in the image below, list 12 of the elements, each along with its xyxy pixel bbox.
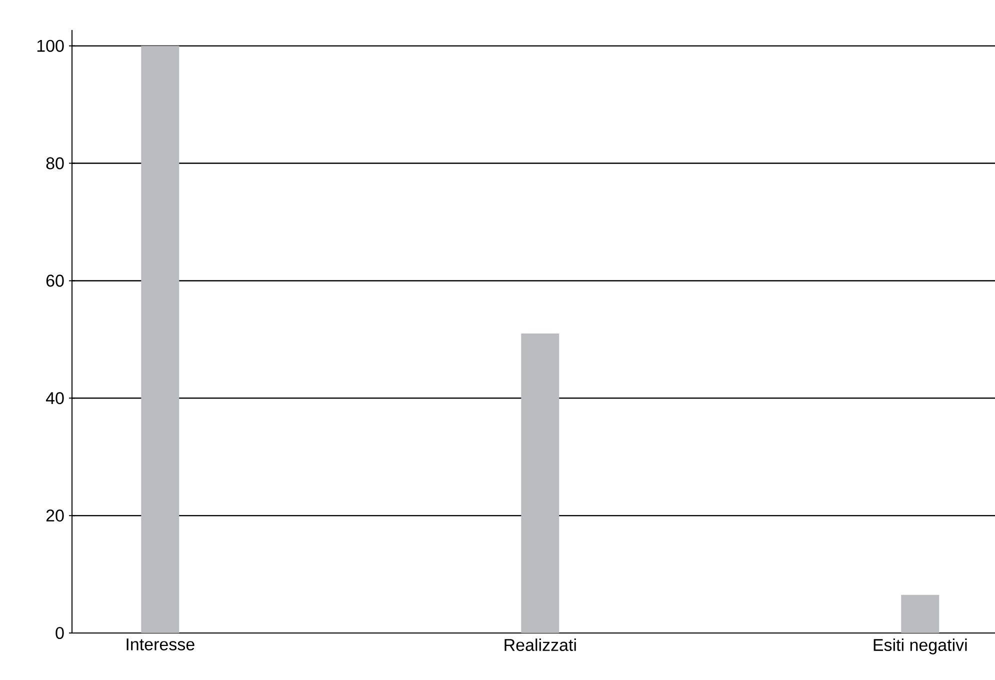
y-tick-label: 20	[46, 510, 64, 522]
bar	[521, 334, 560, 633]
x-tick-label: Esiti negativi	[874, 638, 967, 654]
y-tick-label: 100	[37, 40, 64, 52]
bar	[901, 594, 940, 633]
y-tick-label: 80	[46, 157, 64, 170]
y-tick-label: 40	[46, 392, 64, 404]
x-tick-label: Interesse	[126, 638, 194, 650]
bar	[141, 46, 180, 633]
y-tick-label: 60	[46, 274, 64, 287]
y-tick-label: 0	[56, 626, 64, 640]
x-tick-label: Realizzati	[504, 638, 576, 652]
